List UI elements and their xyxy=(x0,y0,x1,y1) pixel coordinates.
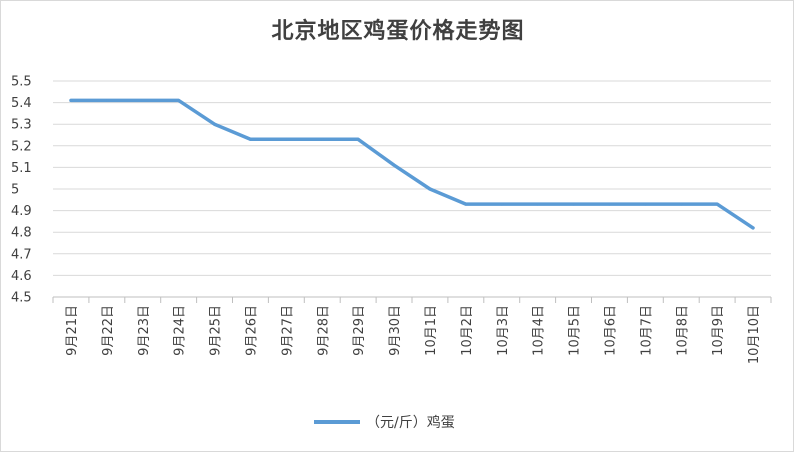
y-tick-label: 5.1 xyxy=(11,161,32,176)
y-tick-label: 5.3 xyxy=(11,118,32,133)
x-tick-label: 9月23日 xyxy=(137,305,152,356)
data-point xyxy=(536,202,540,206)
x-tick-label: 10月6日 xyxy=(603,305,618,356)
x-tick-label: 9月25日 xyxy=(209,305,224,356)
x-tick-label: 10月10日 xyxy=(747,305,762,364)
y-tick-label: 4.6 xyxy=(11,269,32,284)
x-tick-label: 10月1日 xyxy=(424,305,439,356)
y-tick-label: 4.8 xyxy=(11,226,32,241)
x-tick-label: 10月2日 xyxy=(460,305,475,356)
data-point xyxy=(320,137,324,141)
data-point xyxy=(392,163,396,167)
y-tick-label: 5 xyxy=(11,183,19,198)
x-tick-label: 9月24日 xyxy=(173,305,188,356)
x-tick-label: 10月8日 xyxy=(675,305,690,356)
legend: （元/斤）鸡蛋 xyxy=(314,410,455,434)
data-point xyxy=(105,98,109,102)
series-line xyxy=(69,98,755,230)
y-tick-label: 5.4 xyxy=(11,96,32,111)
y-tick-label: 5.2 xyxy=(11,139,32,154)
y-tick-label: 5.5 xyxy=(11,75,32,90)
x-tick-label: 9月22日 xyxy=(101,305,116,356)
legend-label: （元/斤）鸡蛋 xyxy=(366,415,455,431)
data-point xyxy=(500,202,504,206)
x-tick-label: 9月30日 xyxy=(388,305,403,356)
x-tick-label: 9月26日 xyxy=(244,305,259,356)
y-tick-label: 4.5 xyxy=(11,291,32,306)
data-point xyxy=(356,137,360,141)
chart-title: 北京地区鸡蛋价格走势图 xyxy=(271,19,525,44)
x-tick-label: 9月27日 xyxy=(280,305,295,356)
data-point xyxy=(69,98,73,102)
x-tick-label: 10月9日 xyxy=(711,305,726,356)
x-tick-label: 10月7日 xyxy=(639,305,654,356)
data-point xyxy=(607,202,611,206)
data-point xyxy=(284,137,288,141)
data-point xyxy=(213,122,217,126)
data-point xyxy=(643,202,647,206)
y-tick-label: 4.7 xyxy=(11,247,32,262)
data-point xyxy=(572,202,576,206)
x-tick-label: 10月5日 xyxy=(568,305,583,356)
data-point xyxy=(141,98,145,102)
x-tick-label: 9月28日 xyxy=(316,305,331,356)
data-point xyxy=(715,202,719,206)
x-tick-label: 10月3日 xyxy=(496,305,511,356)
data-point xyxy=(428,187,432,191)
legend-swatch xyxy=(314,420,360,424)
data-point xyxy=(679,202,683,206)
x-tick-label: 9月29日 xyxy=(352,305,367,356)
x-tick-label: 9月21日 xyxy=(65,305,80,356)
data-point xyxy=(177,98,181,102)
data-point xyxy=(751,226,755,230)
data-point xyxy=(464,202,468,206)
y-tick-label: 4.9 xyxy=(11,204,32,219)
data-point xyxy=(248,137,252,141)
x-tick-label: 10月4日 xyxy=(532,305,547,356)
